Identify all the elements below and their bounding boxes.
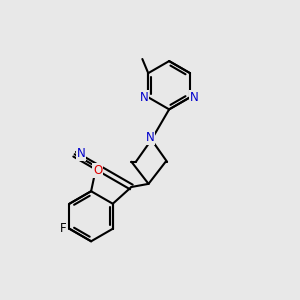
Text: O: O	[93, 164, 102, 177]
Text: F: F	[60, 222, 66, 235]
Text: N: N	[77, 147, 85, 160]
Text: N: N	[140, 91, 148, 104]
Text: N: N	[190, 91, 199, 104]
Text: N: N	[146, 131, 154, 144]
